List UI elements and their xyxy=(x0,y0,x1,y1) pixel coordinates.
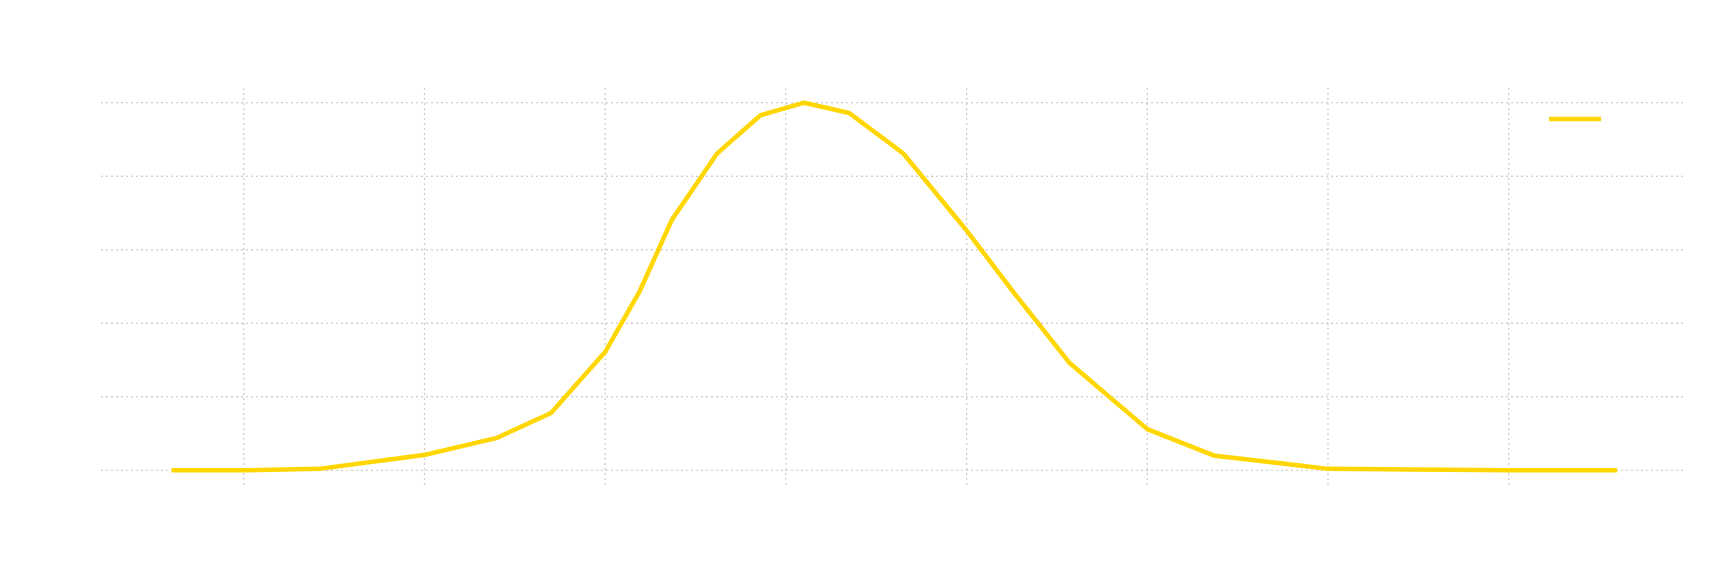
line-series xyxy=(171,100,1618,473)
